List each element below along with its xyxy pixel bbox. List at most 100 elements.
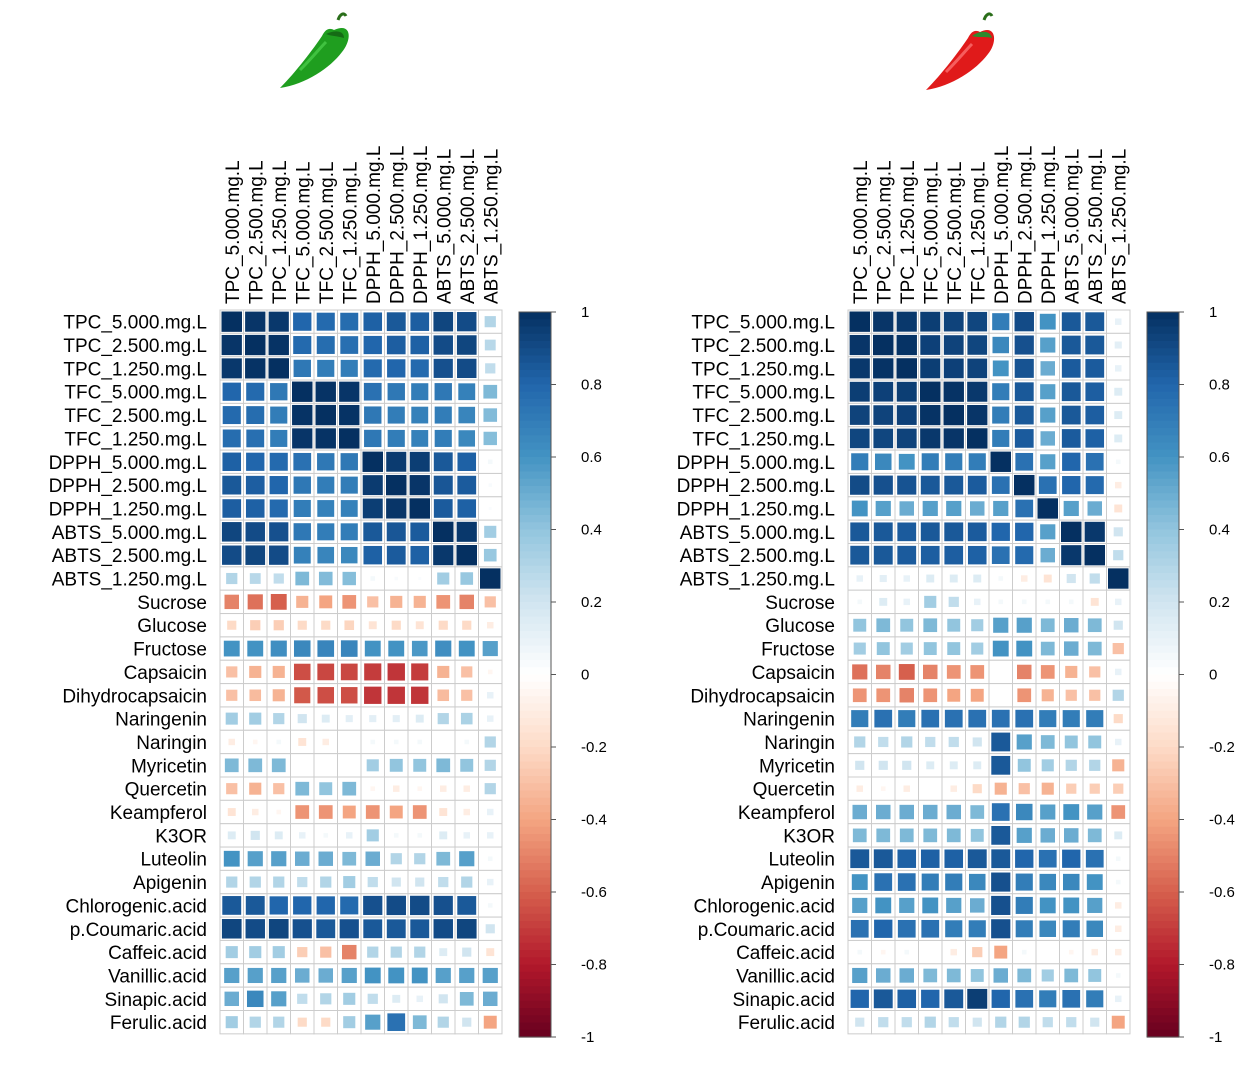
colorbar-band [1147, 428, 1179, 436]
cell-square [1113, 527, 1123, 537]
colorbar-band [519, 703, 551, 712]
row-label: Naringin [136, 733, 207, 754]
cell-square [386, 498, 407, 519]
cell-square [387, 663, 405, 681]
colorbar-band [1147, 906, 1179, 915]
colorbar-tick-label: 0 [581, 667, 589, 684]
cell-square [367, 876, 378, 888]
colorbar-tick-label: 1 [581, 304, 589, 321]
cell-square [1085, 382, 1105, 401]
cell-square [367, 946, 379, 958]
cell-square [1014, 312, 1034, 332]
cell-square [992, 383, 1010, 401]
cell-square [991, 709, 1010, 728]
cell-square [1086, 920, 1104, 937]
colorbar-band [519, 979, 551, 987]
cell-square [363, 522, 383, 542]
row-label: TPC_1.250.mg.L [63, 359, 207, 380]
cell-square [433, 499, 453, 518]
cell-square [340, 546, 358, 564]
cell-square [1015, 709, 1034, 728]
cell-square [367, 596, 379, 608]
cell-square [897, 989, 917, 1009]
cell-square [245, 334, 266, 356]
colorbar-band [519, 377, 551, 386]
cell-square [991, 849, 1011, 869]
cell-frame [1035, 939, 1060, 965]
colorbar-band [1147, 942, 1179, 951]
cell-square [1089, 689, 1101, 701]
cell-square [879, 597, 888, 606]
cell-square [320, 993, 332, 1005]
cell-square [849, 311, 870, 332]
cell-square [946, 500, 962, 517]
cell-square [1014, 474, 1035, 496]
heatmap-green-pepper: TPC_5.000.mg.LTPC_2.500.mg.LTPC_1.250.mg… [49, 146, 607, 1046]
cell-square [1089, 666, 1101, 678]
colorbar-band [1147, 551, 1179, 560]
cell-square [921, 919, 940, 938]
row-label: Naringenin [115, 710, 207, 731]
cell-square [321, 1017, 331, 1027]
cell-square [944, 849, 964, 868]
cell-square [970, 501, 985, 516]
cell-square [921, 453, 939, 471]
colorbar-band [519, 971, 551, 980]
cell-square [1114, 831, 1123, 840]
cell-square [875, 500, 891, 517]
cell-square [1016, 734, 1032, 750]
cell-square [433, 358, 453, 378]
cell-square [339, 428, 360, 449]
cell-square [245, 522, 265, 542]
cell-square [968, 873, 986, 891]
cell-square [340, 500, 358, 517]
cell-square [411, 663, 429, 681]
cell-square [1113, 550, 1124, 561]
colorbar-band [1147, 391, 1179, 400]
cell-square [992, 640, 1009, 657]
cell-square [899, 804, 914, 820]
cell-square [412, 1015, 427, 1030]
colorbar-band [1147, 1000, 1179, 1009]
cell-square [437, 665, 450, 678]
cell-square [991, 803, 1010, 821]
row-label: K3OR [783, 826, 835, 847]
cell-square [1015, 896, 1033, 914]
colorbar-band [1147, 500, 1179, 509]
column-label: TPC_2.500.mg.L [246, 160, 267, 304]
cell-square [948, 1017, 959, 1028]
cell-square [852, 688, 867, 703]
colorbar-band [1147, 406, 1179, 415]
column-label: TFC_2.500.mg.L [945, 161, 966, 304]
row-label: Dihydrocapsaicin [690, 686, 835, 707]
cell-square [293, 640, 311, 657]
cell-square [1085, 476, 1104, 495]
cell-frame [988, 659, 1013, 685]
cell-square [273, 876, 285, 888]
cell-square [873, 428, 894, 449]
cell-square [853, 618, 867, 632]
cell-square [245, 896, 265, 915]
cell-square [992, 406, 1010, 424]
cell-square [1040, 547, 1055, 563]
cell-frame [988, 683, 1013, 708]
colorbar-band [1147, 797, 1179, 806]
cell-square [1112, 759, 1125, 772]
cell-square [967, 311, 988, 332]
cell-square [487, 459, 493, 465]
cell-square [363, 359, 382, 378]
cell-square [1068, 599, 1074, 605]
row-label: Naringenin [743, 710, 835, 731]
cell-square [438, 876, 449, 888]
cell-square [904, 949, 910, 955]
colorbar-band [519, 805, 551, 813]
cell-square [1038, 849, 1057, 868]
cell-square [873, 381, 894, 402]
colorbar-band [519, 674, 551, 683]
cell-square [320, 946, 332, 958]
cell-square [921, 873, 939, 891]
colorbar-band [519, 689, 551, 697]
cell-square [1040, 735, 1055, 749]
colorbar-band [519, 942, 551, 951]
colorbar-tick-label: -0.6 [1209, 884, 1235, 901]
